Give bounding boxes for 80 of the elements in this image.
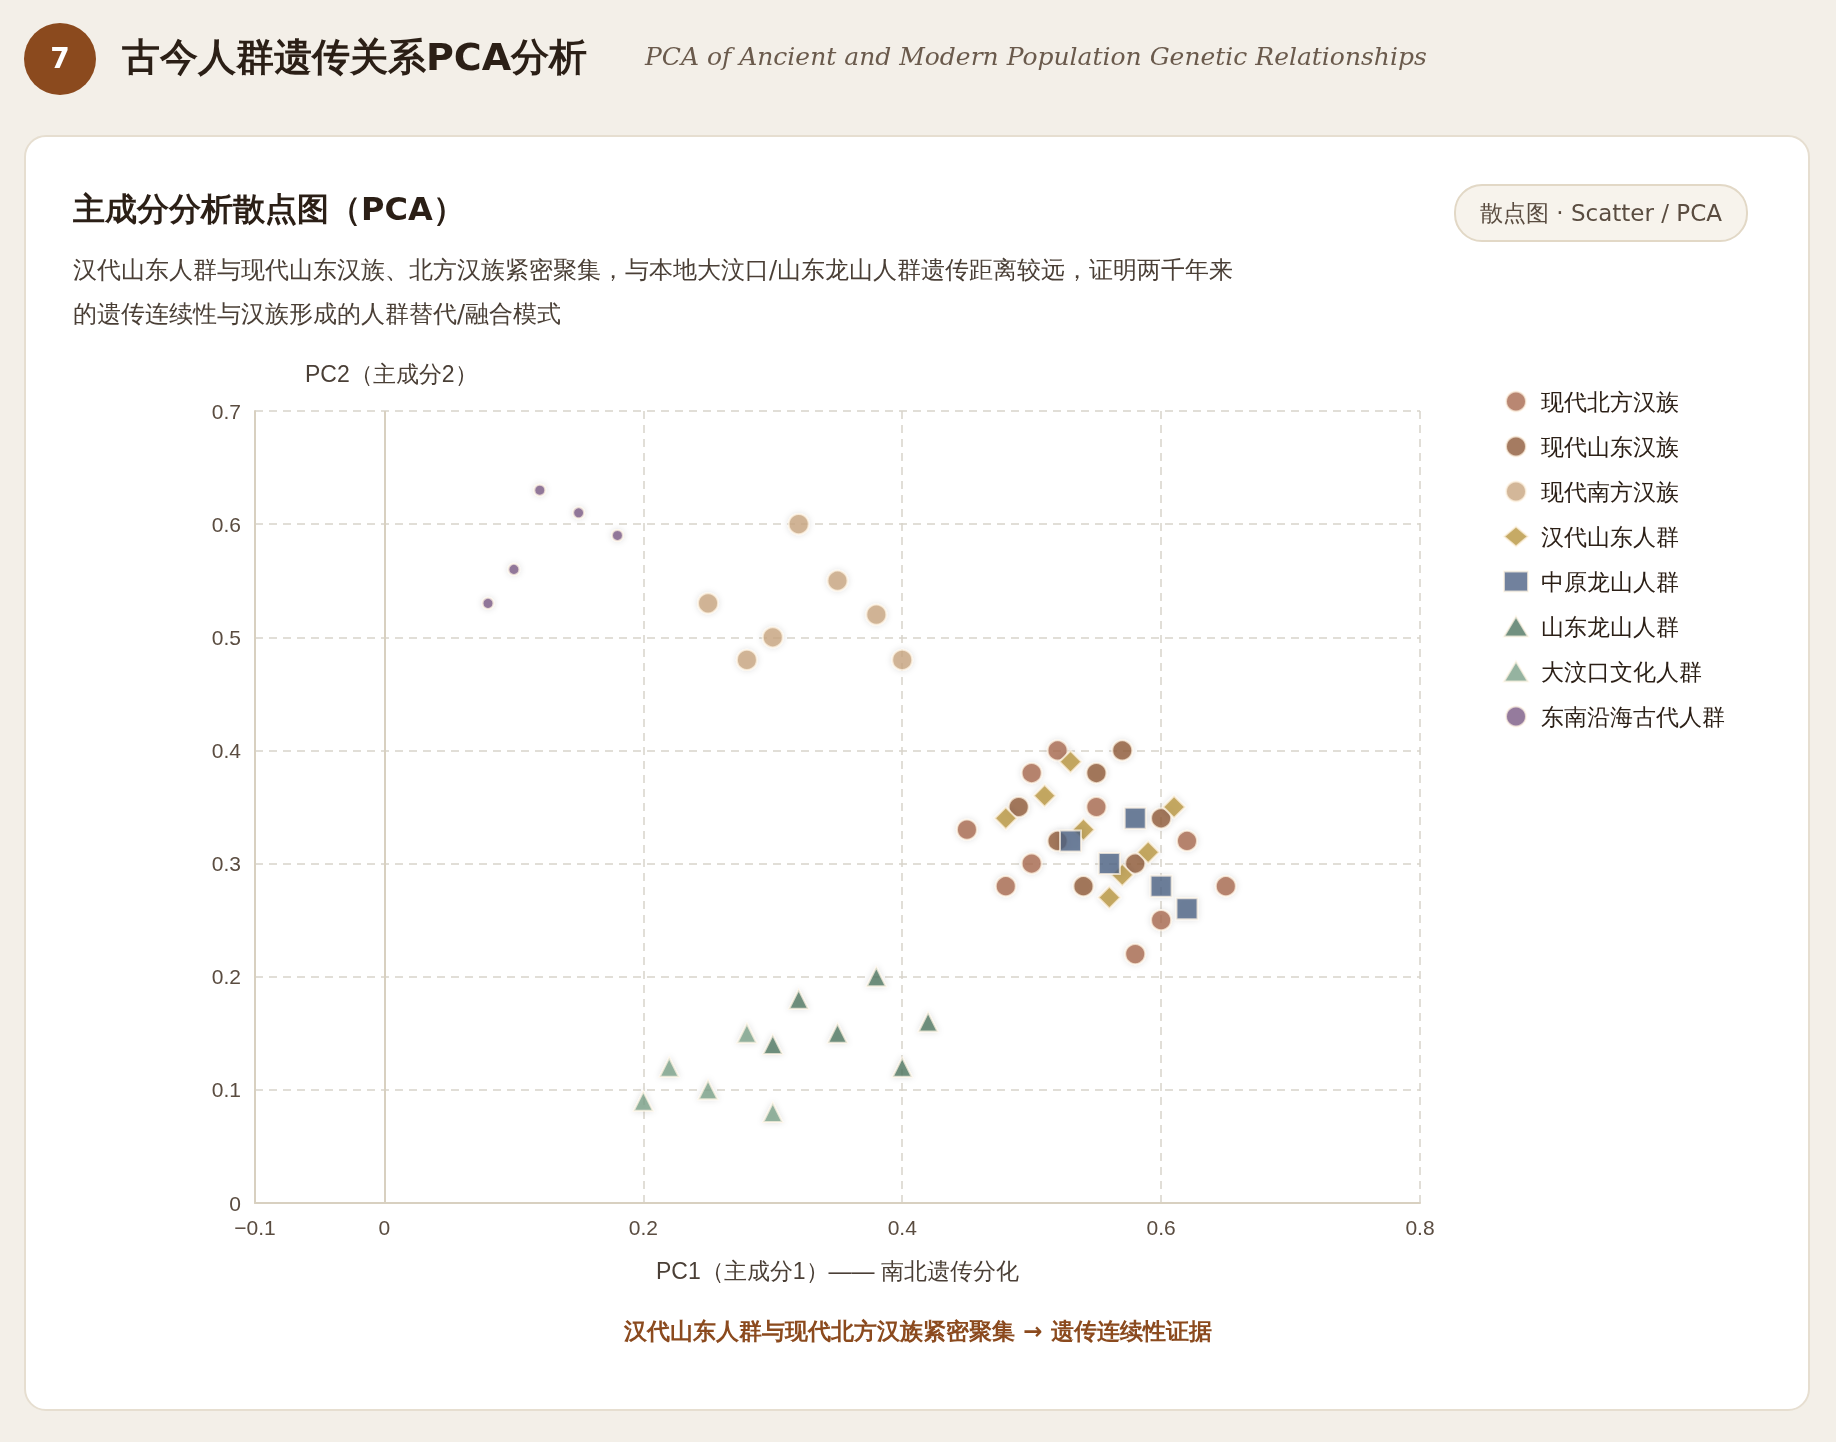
x-tick-label: 0.8 [1405,1216,1435,1239]
point [1085,796,1108,818]
chart-title: 主成分分析散点图（PCA） [73,189,465,230]
point [610,528,624,542]
x-axis-title: PC1（主成分1）—— 南北遗传分化 [656,1257,1019,1284]
point [1020,762,1043,785]
point [658,1056,680,1078]
text: PCA of Ancient and Modern Population Genetic Relationships [645,42,1427,71]
point [1007,796,1030,818]
text: 散点图 · Scatter / PCA [1454,184,1748,242]
text: 古今人群遗传关系PCA分析 [122,34,588,81]
point [1020,852,1043,875]
point [736,1022,758,1044]
y-tick-label: 0.1 [211,1078,241,1102]
point [955,818,978,841]
point [1123,806,1147,830]
point [1136,840,1161,865]
y-tick-label: 0.6 [211,512,241,536]
point [507,562,521,576]
point [762,1034,784,1056]
y-tick-label: 0.4 [211,738,242,762]
point [994,875,1017,898]
y-tick-label: 0.2 [211,965,241,989]
point [1149,874,1173,898]
y-tick-label: 0.7 [211,399,241,423]
point [891,1056,913,1078]
point [1085,762,1108,785]
x-tick-label: 0.2 [628,1216,658,1239]
legend-label: 现代南方汉族 [1541,478,1679,505]
y-axis-title: PC2（主成分2） [305,360,478,387]
point [1124,943,1147,966]
point [1162,795,1187,819]
point [1058,749,1083,774]
y-tick-label: 0 [229,1191,241,1215]
point [1072,875,1095,898]
point [735,648,758,671]
point [1059,829,1082,853]
x-tick-label: 0.6 [1146,1216,1176,1239]
point [1176,829,1198,852]
point [697,1079,719,1101]
chart-subtitle: 汉代山东人群与现代山东汉族、北方汉族紧密聚集，与本地大汶口/山东龙山人群遗传距离较远，证明两千年来的遗传连续性与汉族形成的人群替代/融合模式 [73,255,1235,330]
point [1150,909,1173,932]
point [632,1090,654,1112]
point [697,592,720,615]
legend-label: 山东龙山人群 [1541,613,1679,640]
point [1111,739,1134,762]
x-tick-label: 0 [378,1216,391,1239]
text: 7 [24,23,96,95]
point [993,806,1018,831]
y-tick-label: 0.5 [211,625,241,649]
text: 汉代山东人群与现代北方汉族紧密聚集 → 遗传连续性证据 [623,1317,1213,1346]
point [865,603,888,626]
point [761,626,784,649]
point [1175,897,1199,921]
legend-label: 现代北方汉族 [1541,388,1679,415]
point [762,1101,784,1123]
point [1097,885,1122,910]
legend-label: 汉代山东人群 [1541,523,1679,550]
x-tick-label: −0.1 [234,1216,276,1239]
point [1150,807,1173,830]
point [891,648,914,671]
point [1032,783,1057,808]
point [917,1011,939,1033]
x-tick-label: 0.4 [887,1216,918,1239]
point [826,569,849,592]
point [1097,852,1121,876]
point [533,483,547,497]
point [865,966,887,988]
point [788,988,810,1010]
point [827,1022,848,1044]
legend-label: 中原龙山人群 [1541,568,1679,595]
legend-label: 大汶口文化人群 [1541,658,1702,685]
y-tick-label: 0.3 [211,852,241,876]
legend-label: 东南沿海古代人群 [1541,703,1725,730]
point [481,596,495,610]
legend-label: 现代山东汉族 [1541,433,1679,460]
point [572,506,586,520]
point [1214,875,1237,898]
point [787,513,810,536]
point [1046,739,1069,762]
